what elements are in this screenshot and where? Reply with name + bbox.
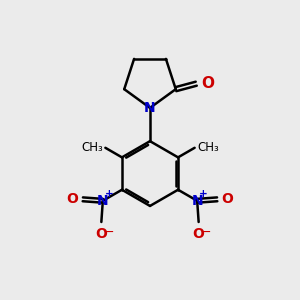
Text: O: O: [67, 192, 78, 206]
Text: O: O: [95, 227, 107, 241]
Text: −: −: [103, 226, 114, 239]
Text: O: O: [222, 192, 233, 206]
Text: N: N: [144, 101, 156, 115]
Text: CH₃: CH₃: [197, 141, 219, 154]
Text: O: O: [193, 227, 205, 241]
Text: −: −: [201, 226, 211, 239]
Text: N: N: [97, 194, 109, 208]
Text: O: O: [202, 76, 214, 91]
Text: N: N: [191, 194, 203, 208]
Text: CH₃: CH₃: [81, 141, 103, 154]
Text: +: +: [199, 189, 208, 199]
Text: +: +: [105, 189, 114, 199]
